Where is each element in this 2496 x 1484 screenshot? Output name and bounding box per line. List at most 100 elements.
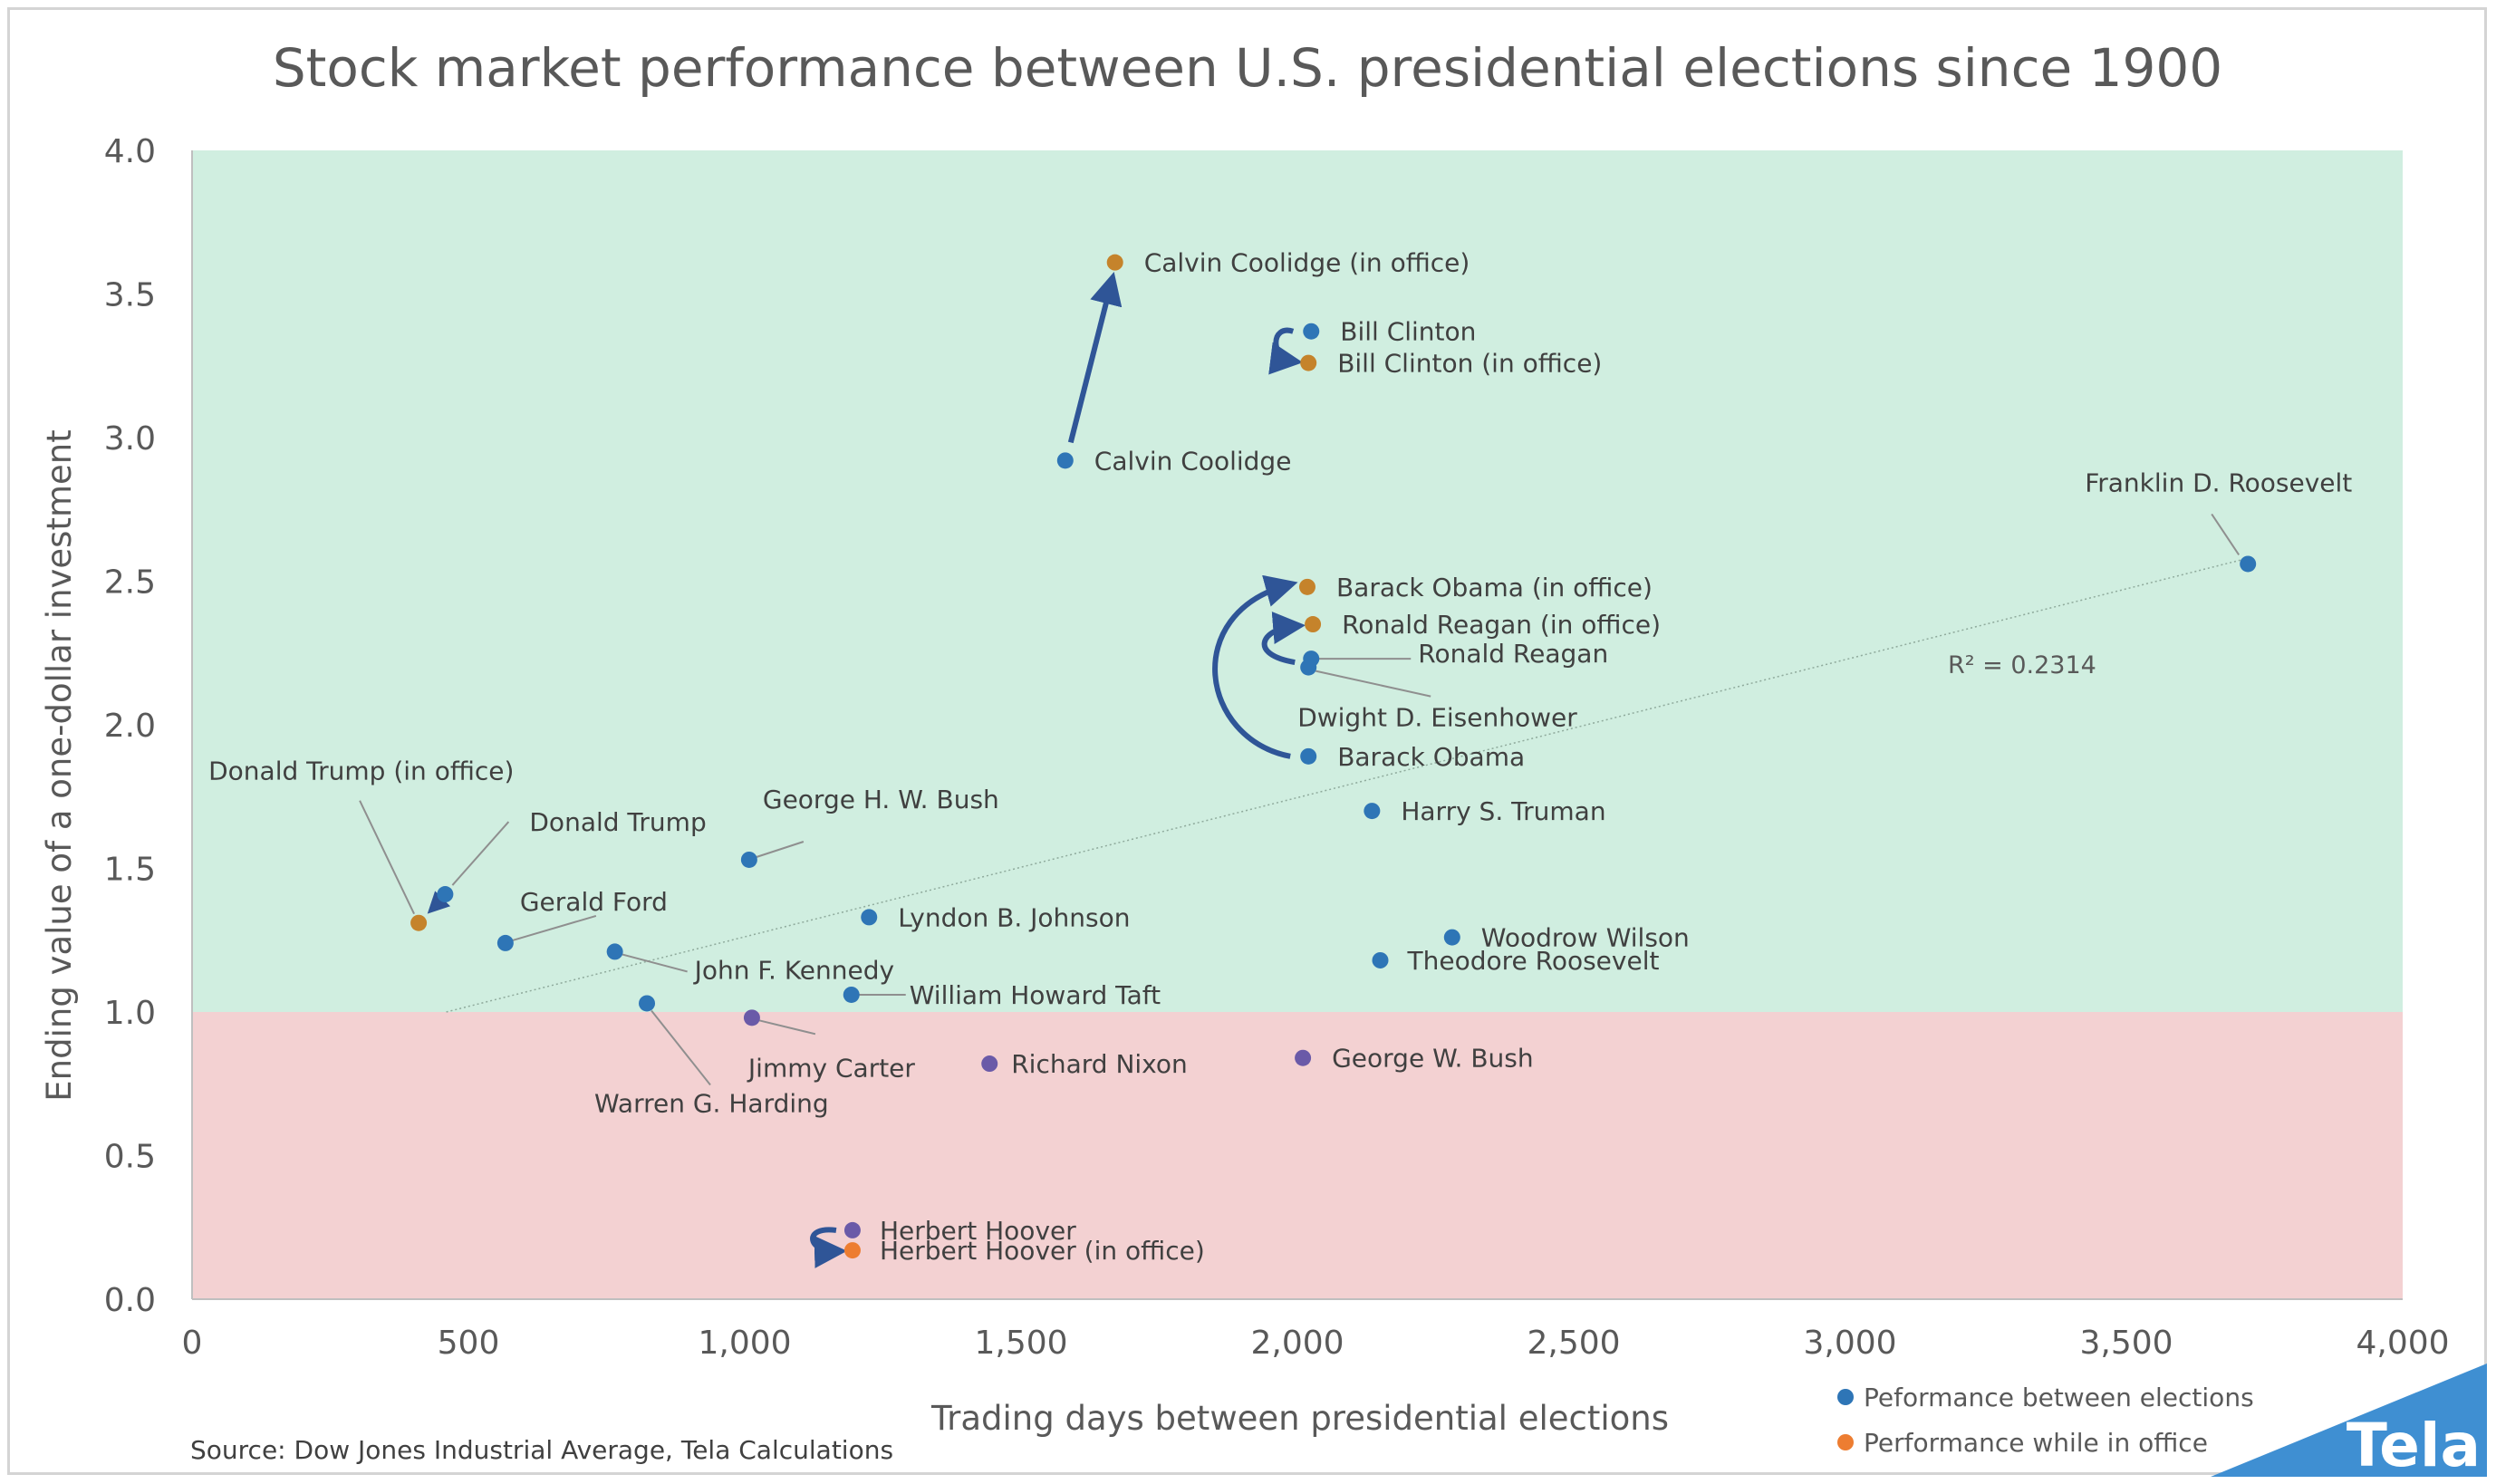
chart-title: Stock market performance between U.S. pr… [273, 37, 2222, 99]
y-axis-title: Ending value of a one-dollar investment [40, 429, 79, 1101]
gain-region-band [192, 150, 2403, 1012]
point-woodrow-wilson [1443, 929, 1460, 946]
x-tick-label: 3,000 [1803, 1325, 1896, 1362]
legend-label-between-elections: Peformance between elections [1864, 1383, 2254, 1412]
label-woodrow-wilson: Woodrow Wilson [1481, 923, 1690, 953]
leader-line-donald-trump [451, 821, 510, 886]
point-bill-clinton [1303, 323, 1320, 340]
label-richard-nixon: Richard Nixon [1011, 1049, 1188, 1079]
point-george-h-w-bush [740, 851, 757, 868]
leader-line-franklin-d-roosevelt [2211, 513, 2241, 556]
legend-label-in-office: Performance while in office [1864, 1428, 2208, 1458]
label-bill-clinton: Bill Clinton [1340, 317, 1476, 347]
label-harry-s-truman: Harry S. Truman [1401, 796, 1605, 826]
point-franklin-d-roosevelt [2240, 555, 2257, 573]
point-donald-trump [437, 886, 454, 903]
point-william-howard-taft [843, 986, 860, 1003]
label-jimmy-carter: Jimmy Carter [747, 1053, 915, 1083]
leader-line-george-h-w-bush [756, 841, 805, 858]
label-gerald-ford: Gerald Ford [520, 887, 668, 917]
tela-logo-triangle [2211, 1364, 2487, 1477]
leader-line-donald-trump-in-office [359, 800, 416, 915]
r-squared-label: R² = 0.2314 [1948, 651, 2096, 679]
arrow-hoover [810, 1227, 847, 1268]
label-george-w-bush: George W. Bush [1332, 1044, 1534, 1074]
y-tick-label: 2.5 [104, 564, 156, 602]
x-tick-label: 0 [182, 1325, 203, 1362]
label-ronald-reagan-in-office: Ronald Reagan (in office) [1342, 610, 1661, 640]
label-herbert-hoover-in-office: Herbert Hoover (in office) [880, 1236, 1205, 1266]
legend: Peformance between elections Performance… [1837, 1383, 2254, 1458]
point-in-office-ronald-reagan [1305, 616, 1322, 633]
label-lyndon-b-johnson: Lyndon B. Johnson [898, 902, 1130, 932]
point-calvin-coolidge [1056, 452, 1074, 469]
tela-logo-text: Tela [2347, 1411, 2481, 1480]
leader-line-warren-g-harding [651, 1009, 711, 1086]
trendline [446, 557, 2249, 1013]
y-tick-label: 3.0 [104, 420, 156, 458]
legend-marker-in-office [1837, 1434, 1854, 1450]
label-herbert-hoover: Herbert Hoover [880, 1216, 1076, 1246]
source-note: Source: Dow Jones Industrial Average, Te… [190, 1435, 893, 1465]
label-john-f-kennedy: John F. Kennedy [693, 955, 894, 985]
point-gerald-ford [496, 934, 514, 951]
arrow-reagan [1261, 612, 1306, 666]
label-barack-obama-in-office: Barack Obama (in office) [1336, 573, 1653, 602]
label-warren-g-harding: Warren G. Harding [594, 1088, 829, 1118]
x-tick-label: 2,000 [1250, 1325, 1344, 1362]
x-tick-label: 1,500 [974, 1325, 1067, 1362]
point-in-office-calvin-coolidge [1106, 254, 1123, 271]
leader-line-dwight-d-eisenhower [1315, 670, 1431, 698]
label-calvin-coolidge-in-office: Calvin Coolidge (in office) [1144, 248, 1470, 278]
label-william-howard-taft: William Howard Taft [910, 980, 1161, 1010]
x-tick-label: 500 [438, 1325, 500, 1362]
label-barack-obama: Barack Obama [1337, 742, 1525, 772]
y-tick-label: 1.0 [104, 995, 156, 1032]
x-tick-label: 3,500 [2079, 1325, 2173, 1362]
legend-marker-between-elections [1837, 1389, 1854, 1405]
x-tick-label: 2,500 [1527, 1325, 1620, 1362]
point-theodore-roosevelt [1372, 951, 1389, 968]
point-george-w-bush [1295, 1049, 1312, 1066]
y-tick-label: 1.5 [104, 852, 156, 889]
label-donald-trump-in-office: Donald Trump (in office) [208, 756, 514, 786]
y-tick-label: 3.5 [104, 277, 156, 314]
leader-line-john-f-kennedy [622, 953, 688, 973]
label-franklin-d-roosevelt: Franklin D. Roosevelt [2085, 467, 2352, 497]
arrow-obama [1212, 574, 1298, 759]
point-in-office-donald-trump [410, 914, 428, 931]
arrow-clinton [1268, 327, 1304, 375]
leader-line-jimmy-carter [758, 1019, 816, 1036]
x-axis-title: Trading days between presidential electi… [930, 1399, 1669, 1438]
label-dwight-d-eisenhower: Dwight D. Eisenhower [1297, 703, 1577, 733]
point-in-office-bill-clinton [1300, 354, 1317, 371]
label-ronald-reagan: Ronald Reagan [1418, 639, 1608, 669]
point-herbert-hoover [843, 1221, 861, 1238]
x-tick-label: 4,000 [2356, 1325, 2449, 1362]
y-tick-label: 0.5 [104, 1139, 156, 1176]
chart-frame [7, 7, 2487, 1475]
point-lyndon-b-johnson [861, 909, 878, 926]
x-tick-label: 1,000 [698, 1325, 791, 1362]
y-tick-label: 4.0 [104, 133, 156, 170]
y-tick-label: 2.0 [104, 708, 156, 745]
point-barack-obama [1300, 747, 1317, 765]
label-theodore-roosevelt: Theodore Roosevelt [1407, 946, 1660, 976]
point-in-office-barack-obama [1298, 578, 1315, 595]
point-john-f-kennedy [606, 943, 623, 960]
point-jimmy-carter [743, 1009, 760, 1026]
leader-line-gerald-ford [512, 914, 597, 941]
label-donald-trump: Donald Trump [529, 807, 706, 837]
point-dwight-d-eisenhower [1300, 659, 1317, 676]
arrow-coolidge [1067, 271, 1123, 444]
point-richard-nixon [981, 1055, 998, 1073]
point-in-office-herbert-hoover [843, 1242, 861, 1259]
label-george-h-w-bush: George H. W. Bush [763, 785, 999, 814]
point-warren-g-harding [639, 995, 656, 1012]
label-bill-clinton-in-office: Bill Clinton (in office) [1337, 349, 1602, 379]
label-calvin-coolidge: Calvin Coolidge [1094, 446, 1292, 476]
point-harry-s-truman [1364, 803, 1381, 820]
y-tick-label: 0.0 [104, 1282, 156, 1319]
